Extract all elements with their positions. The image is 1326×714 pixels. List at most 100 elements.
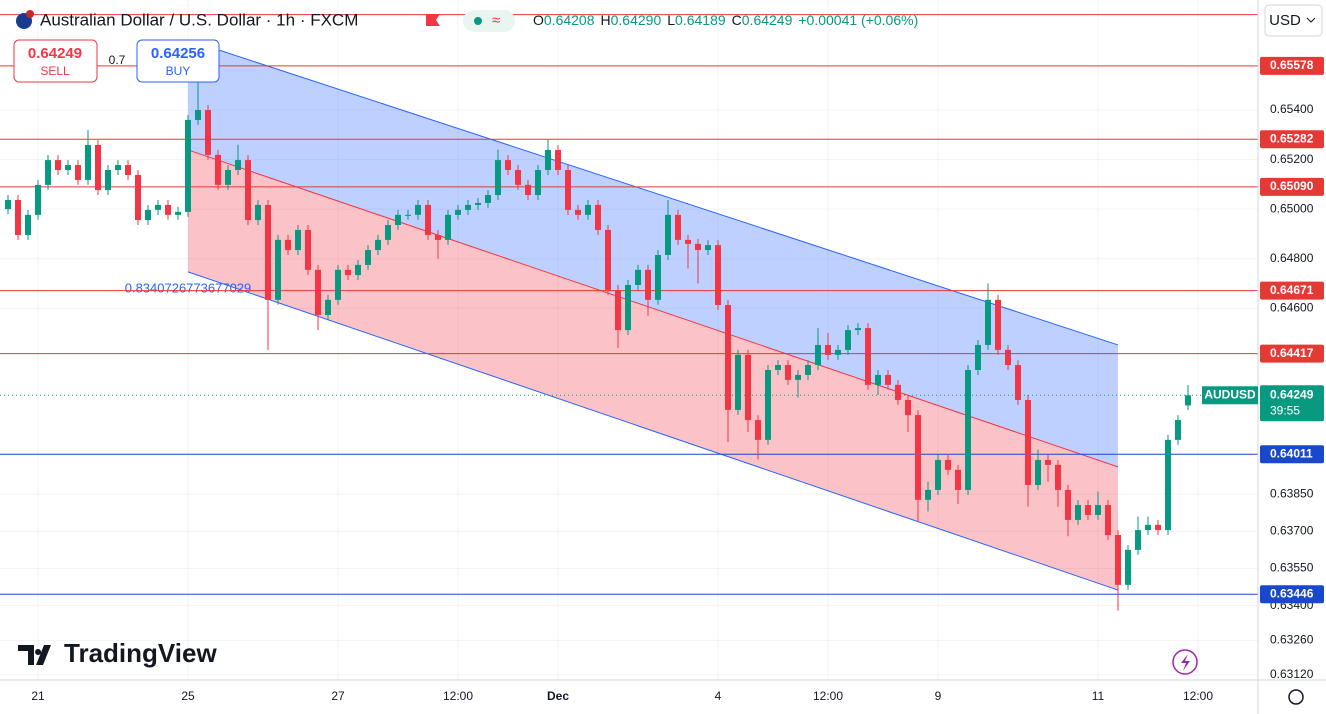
candle-body — [5, 199, 11, 210]
status-dot — [474, 17, 482, 25]
y-tick-label: 0.63120 — [1270, 667, 1314, 681]
time-axis-panel — [0, 680, 1326, 714]
candle-body — [835, 349, 841, 355]
x-tick-label: 4 — [715, 689, 722, 703]
candle-body — [985, 299, 991, 345]
candle-body — [675, 214, 681, 240]
candle-body — [295, 229, 301, 251]
ohlc-key: H — [601, 12, 611, 28]
level-label: 0.64671 — [1270, 283, 1314, 297]
candle-body — [745, 354, 751, 421]
currency: USD — [1269, 12, 1301, 29]
buy-button[interactable] — [136, 39, 220, 83]
buy-label: BUY — [166, 64, 191, 78]
level-label: 0.63446 — [1270, 586, 1314, 600]
candle-body — [655, 255, 661, 300]
candle-body — [225, 170, 231, 185]
level-badge — [1260, 177, 1324, 196]
candle-body — [205, 110, 211, 155]
candle-body — [905, 399, 911, 416]
currency-button[interactable] — [1264, 4, 1323, 37]
candle-body — [245, 160, 251, 221]
candle-body — [1005, 349, 1011, 366]
candle-body — [725, 305, 731, 410]
candle-body — [365, 250, 371, 265]
x-tick-label: 12:00 — [813, 689, 843, 703]
candle-body — [1015, 365, 1021, 400]
candle-body — [115, 165, 121, 170]
candle-body — [465, 204, 471, 210]
x-tick-label: 12:00 — [443, 689, 473, 703]
candle-body — [495, 160, 501, 196]
candle-body — [155, 204, 161, 210]
candle-body — [135, 174, 141, 221]
candle-body — [545, 149, 551, 170]
candle-body — [895, 384, 901, 400]
candle-body — [475, 202, 481, 205]
countdown: 39:55 — [1270, 403, 1300, 417]
candle-body — [1105, 505, 1111, 536]
y-tick-label: 0.65400 — [1270, 102, 1314, 116]
candle-body — [275, 239, 281, 300]
level-label: 0.64011 — [1270, 446, 1313, 460]
last-price-label: 0.64249 — [1270, 387, 1314, 401]
candle-body — [625, 284, 631, 331]
ohlc-value: 0.64208 — [544, 12, 595, 28]
ohlc-key: C — [732, 12, 742, 28]
candle-body — [385, 225, 391, 240]
level-badge — [1260, 585, 1324, 604]
candle-body — [1115, 535, 1121, 585]
candle-body — [765, 369, 771, 440]
x-tick-label: 9 — [935, 689, 942, 703]
candle-body — [865, 328, 871, 385]
candle-body — [15, 199, 21, 235]
candle-body — [185, 119, 191, 212]
candle-body — [935, 459, 941, 490]
candle-body — [75, 165, 81, 180]
candle-body — [1085, 505, 1091, 515]
candle-body — [845, 330, 851, 350]
candle-body — [375, 239, 381, 251]
candle-body — [1135, 530, 1141, 550]
candle-body — [65, 165, 71, 170]
ohlc-value: 0.64249 — [742, 12, 793, 28]
flag-marker[interactable] — [426, 14, 440, 26]
status-icon: ≈ — [492, 12, 500, 29]
candle-body — [125, 165, 131, 175]
candle-body — [635, 269, 641, 285]
candle-body — [485, 195, 491, 203]
candle-body — [95, 144, 101, 191]
candle-body — [855, 328, 861, 331]
candle-body — [305, 229, 311, 270]
candle-body — [445, 214, 451, 240]
channel-upper-fill — [188, 39, 1118, 467]
candle-body — [415, 204, 421, 215]
change: +0.00041 (+0.06%) — [798, 12, 918, 28]
candle-body — [1065, 489, 1071, 520]
candle-body — [105, 170, 111, 191]
x-tick-label: 25 — [181, 689, 195, 703]
candle-body — [1035, 459, 1041, 485]
candle-body — [925, 489, 931, 500]
candle-body — [885, 374, 891, 385]
candle-body — [145, 209, 151, 221]
candle-body — [195, 110, 201, 120]
y-tick-label: 0.64800 — [1270, 251, 1314, 265]
candle-body — [165, 204, 171, 215]
level-badge — [1260, 445, 1324, 464]
candle-body — [975, 344, 981, 370]
candle-body — [1055, 464, 1061, 490]
ohlc-key: L — [667, 12, 675, 28]
candle-body — [1095, 505, 1101, 515]
candle-body — [45, 160, 51, 185]
settings-icon[interactable] — [1288, 689, 1304, 705]
candle-body — [1145, 524, 1151, 531]
candle-body — [775, 365, 781, 370]
symbol-label: AUDUSD — [1204, 387, 1256, 401]
symbol-title: Australian Dollar / U.S. Dollar · 1h · F… — [40, 10, 358, 29]
candle-body — [915, 415, 921, 500]
x-tick-label: 27 — [331, 689, 345, 703]
status-pill — [463, 10, 515, 32]
sell-button[interactable] — [13, 39, 98, 83]
